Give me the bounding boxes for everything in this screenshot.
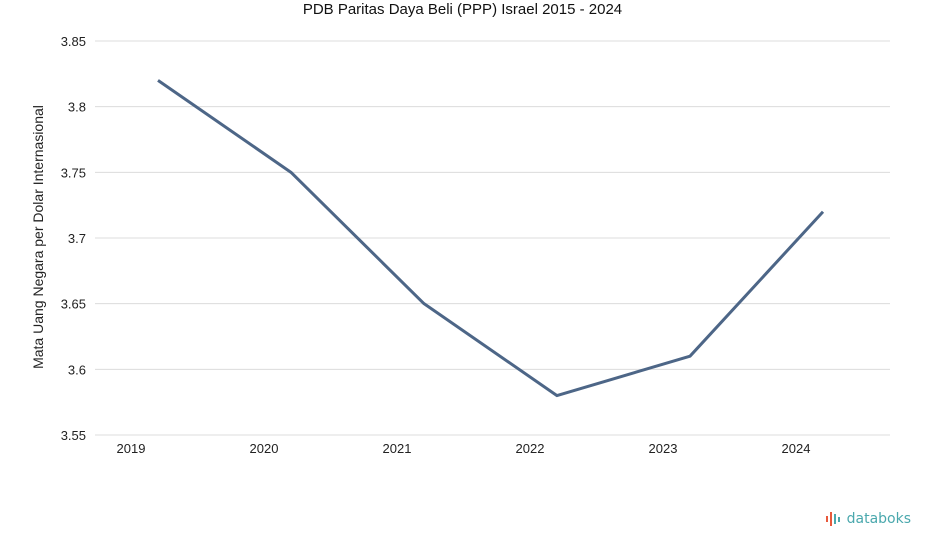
y-tick-label: 3.7 bbox=[68, 231, 86, 246]
y-tick-label: 3.75 bbox=[61, 165, 86, 180]
chart-title: PDB Paritas Daya Beli (PPP) Israel 2015 … bbox=[302, 1, 623, 18]
y-tick-label: 3.85 bbox=[61, 34, 86, 49]
series-line bbox=[157, 79, 825, 398]
x-tick-label: 2021 bbox=[383, 441, 412, 456]
databoks-bars-icon bbox=[825, 512, 840, 526]
x-tick-label: 2023 bbox=[649, 441, 678, 456]
data-point[interactable] bbox=[288, 169, 294, 175]
x-tick-label: 2022 bbox=[516, 441, 545, 456]
grid-lines bbox=[95, 40, 890, 436]
y-axis-ticks: 3.85 3.8 3.75 3.7 3.65 3.6 3.55 bbox=[61, 34, 86, 443]
y-tick-label: 3.8 bbox=[68, 100, 86, 115]
y-axis-title: Mata Uang Negara per Dolar Internasional bbox=[30, 105, 46, 369]
x-axis-ticks: 2019 2020 2021 2022 2023 2024 bbox=[117, 441, 811, 456]
x-tick-label: 2020 bbox=[250, 441, 279, 456]
y-tick-label: 3.55 bbox=[61, 428, 86, 443]
x-tick-label: 2024 bbox=[782, 441, 811, 456]
x-tick-label: 2019 bbox=[117, 441, 146, 456]
data-point[interactable] bbox=[820, 209, 826, 215]
brand-name: databoks bbox=[846, 511, 911, 527]
y-tick-label: 3.6 bbox=[68, 362, 86, 377]
y-tick-label: 3.65 bbox=[61, 297, 86, 312]
data-point[interactable] bbox=[155, 77, 161, 83]
data-point[interactable] bbox=[687, 353, 693, 359]
data-point[interactable] bbox=[421, 301, 427, 307]
data-point[interactable] bbox=[554, 393, 560, 399]
series-group bbox=[155, 77, 826, 399]
databoks-logo: databoks bbox=[825, 511, 911, 527]
